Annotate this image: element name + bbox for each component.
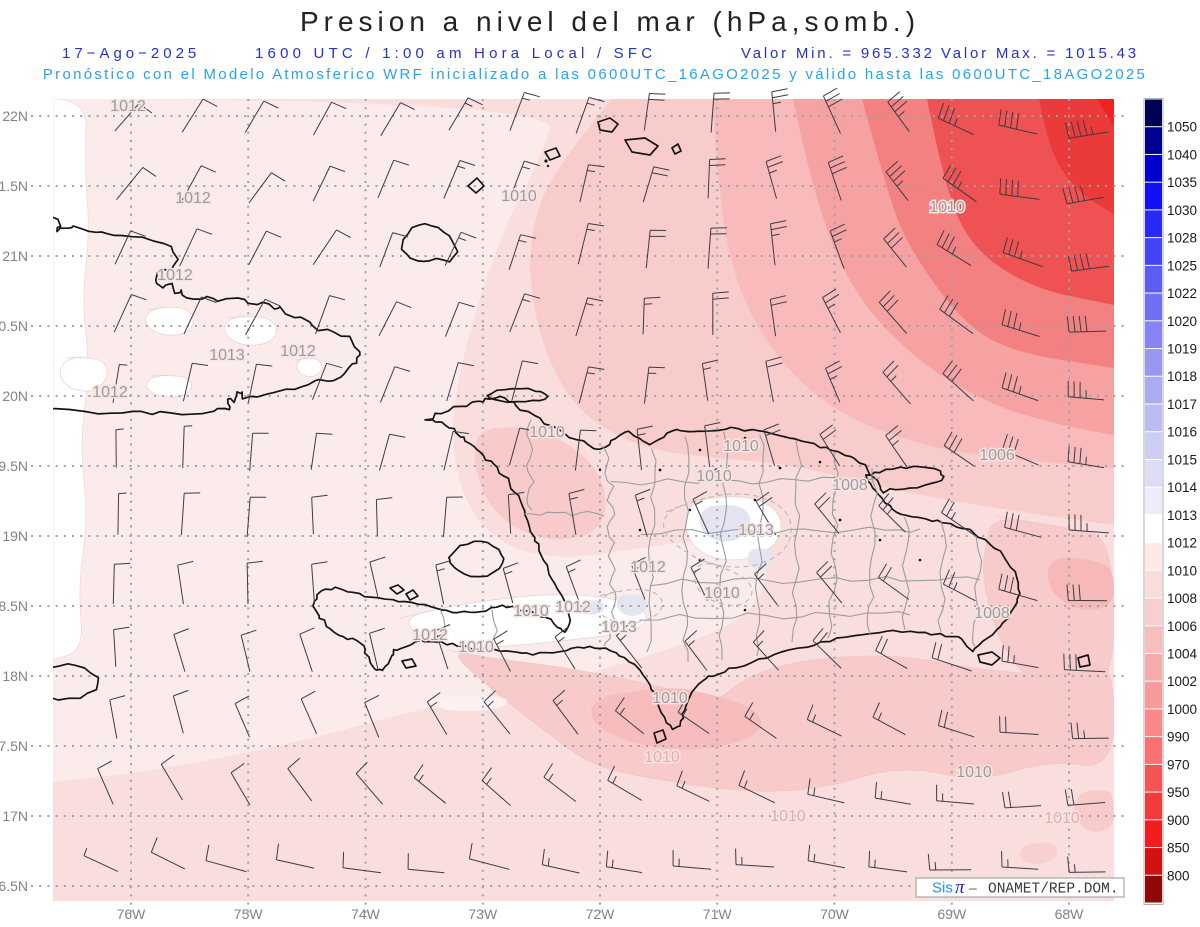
svg-text:17−Ago−2025: 17−Ago−2025 (62, 45, 200, 62)
svg-text:1012: 1012 (1167, 536, 1197, 551)
svg-text:72W: 72W (586, 906, 616, 922)
svg-text:1010: 1010 (704, 585, 740, 602)
svg-text:1012: 1012 (412, 627, 448, 644)
svg-text:1018: 1018 (1167, 369, 1197, 384)
svg-text:1017: 1017 (1167, 397, 1197, 412)
svg-text:1010: 1010 (644, 749, 680, 766)
svg-text:1004: 1004 (1167, 647, 1198, 662)
svg-text:1010: 1010 (723, 438, 759, 455)
svg-text:Sis: Sis (932, 880, 953, 897)
svg-text:1010: 1010 (956, 764, 992, 781)
svg-text:1006: 1006 (1167, 619, 1197, 634)
svg-text:1020: 1020 (1167, 314, 1197, 329)
svg-text:1013: 1013 (601, 619, 637, 636)
svg-text:1030: 1030 (1167, 203, 1197, 218)
svg-text:1014: 1014 (1167, 480, 1198, 495)
svg-text:800: 800 (1167, 868, 1190, 883)
svg-text:1008: 1008 (832, 477, 868, 494)
svg-text:73W: 73W (468, 906, 498, 922)
svg-text:990: 990 (1167, 730, 1190, 745)
svg-text:1035: 1035 (1167, 175, 1197, 190)
svg-text:1012: 1012 (110, 98, 146, 115)
svg-text:1010: 1010 (770, 808, 806, 825)
svg-text:69W: 69W (937, 906, 967, 922)
svg-text:1012: 1012 (92, 384, 128, 401)
svg-text:6.5N: 6.5N (0, 878, 28, 894)
svg-text:–: – (969, 880, 977, 896)
svg-text:1012: 1012 (157, 267, 193, 284)
svg-text:Presion a nivel del mar (hPa,s: Presion a nivel del mar (hPa,somb.) (300, 6, 920, 37)
svg-text:68W: 68W (1055, 906, 1085, 922)
svg-text:70W: 70W (820, 906, 850, 922)
svg-text:19N: 19N (2, 528, 28, 544)
svg-text:1000: 1000 (1167, 702, 1197, 717)
svg-text:7.5N: 7.5N (0, 738, 28, 754)
svg-text:1010: 1010 (652, 690, 688, 707)
svg-text:1010: 1010 (513, 603, 549, 620)
svg-text:1019: 1019 (1167, 342, 1197, 357)
svg-text:1012: 1012 (555, 599, 591, 616)
svg-text:1010: 1010 (529, 424, 565, 441)
svg-text:π: π (955, 877, 965, 898)
svg-text:Valor Min. = 965.332: Valor Min. = 965.332 (741, 45, 935, 62)
svg-text:1013: 1013 (209, 347, 245, 364)
svg-text:1006: 1006 (979, 447, 1015, 464)
svg-text:1012: 1012 (630, 559, 666, 576)
svg-text:1010: 1010 (501, 188, 537, 205)
svg-text:1012: 1012 (280, 343, 316, 360)
svg-text:1010: 1010 (696, 468, 732, 485)
svg-text:970: 970 (1167, 757, 1190, 772)
svg-text:1022: 1022 (1167, 286, 1197, 301)
svg-text:8.5N: 8.5N (0, 598, 28, 614)
svg-text:1013: 1013 (1167, 508, 1197, 523)
svg-text:22N: 22N (2, 108, 28, 124)
svg-text:1010: 1010 (1044, 810, 1080, 827)
svg-text:18N: 18N (2, 668, 28, 684)
svg-text:850: 850 (1167, 841, 1190, 856)
svg-text:1002: 1002 (1167, 674, 1197, 689)
svg-text:1010: 1010 (1167, 563, 1197, 578)
svg-text:9.5N: 9.5N (0, 458, 28, 474)
svg-text:1016: 1016 (1167, 425, 1197, 440)
svg-text:1008: 1008 (1167, 591, 1197, 606)
svg-text:1015: 1015 (1167, 452, 1197, 467)
svg-text:0.5N: 0.5N (0, 318, 28, 334)
svg-text:1.5N: 1.5N (0, 178, 28, 194)
svg-text:1013: 1013 (738, 522, 774, 539)
svg-text:900: 900 (1167, 813, 1190, 828)
svg-text:20N: 20N (2, 388, 28, 404)
svg-text:ONAMET/REP.DOM.: ONAMET/REP.DOM. (988, 882, 1119, 898)
svg-text:1012: 1012 (175, 190, 211, 207)
svg-text:Valor Max. = 1015.43: Valor Max. = 1015.43 (941, 45, 1139, 62)
svg-text:1040: 1040 (1167, 147, 1197, 162)
svg-text:1010: 1010 (929, 199, 965, 216)
svg-text:1025: 1025 (1167, 258, 1197, 273)
svg-text:1028: 1028 (1167, 231, 1197, 246)
svg-text:950: 950 (1167, 785, 1190, 800)
svg-text:74W: 74W (351, 906, 381, 922)
svg-text:17N: 17N (2, 808, 28, 824)
svg-text:21N: 21N (2, 248, 28, 264)
svg-text:1050: 1050 (1167, 120, 1197, 135)
svg-text:Pronóstico con el Modelo Atmos: Pronóstico con el Modelo Atmosferico WRF… (43, 66, 1147, 83)
svg-text:1010: 1010 (458, 639, 494, 656)
svg-text:76W: 76W (117, 906, 147, 922)
svg-text:1600 UTC / 1:00 am Hora Local: 1600 UTC / 1:00 am Hora Local / SFC (255, 45, 656, 62)
svg-text:71W: 71W (703, 906, 733, 922)
svg-text:1008: 1008 (974, 605, 1010, 622)
svg-text:75W: 75W (234, 906, 264, 922)
